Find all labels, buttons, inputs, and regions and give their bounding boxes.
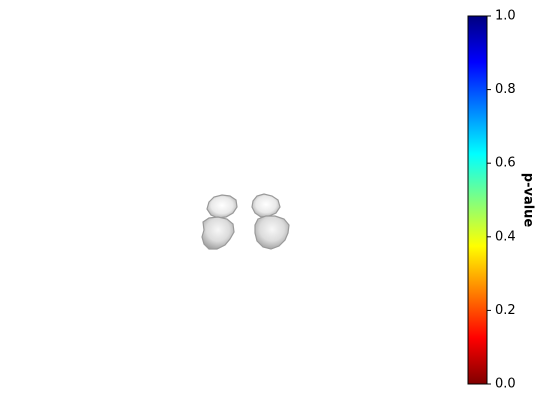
right-upper-structure <box>251 193 281 218</box>
left-lower-structure <box>201 216 235 250</box>
colorbar-tick-label: 0.2 <box>495 303 516 318</box>
right-lower-structure <box>254 215 290 250</box>
colorbar-label: p-value <box>521 173 536 228</box>
colorbar-tick-label: 0.0 <box>495 377 516 392</box>
colorbar-tick-label: 0.8 <box>495 82 516 97</box>
colorbar-tick-label: 0.4 <box>495 229 516 244</box>
colorbar: 0.0 0.2 0.4 0.6 0.8 1.0 p-value <box>467 9 536 392</box>
brain-slice <box>201 193 290 250</box>
colorbar-ticks: 0.0 0.2 0.4 0.6 0.8 1.0 <box>487 9 516 392</box>
colorbar-tick-label: 0.6 <box>495 156 516 171</box>
colorbar-frame <box>467 15 488 385</box>
left-upper-structure <box>206 194 238 219</box>
colorbar-gradient <box>468 16 487 384</box>
colorbar-tick-label: 1.0 <box>495 9 516 24</box>
